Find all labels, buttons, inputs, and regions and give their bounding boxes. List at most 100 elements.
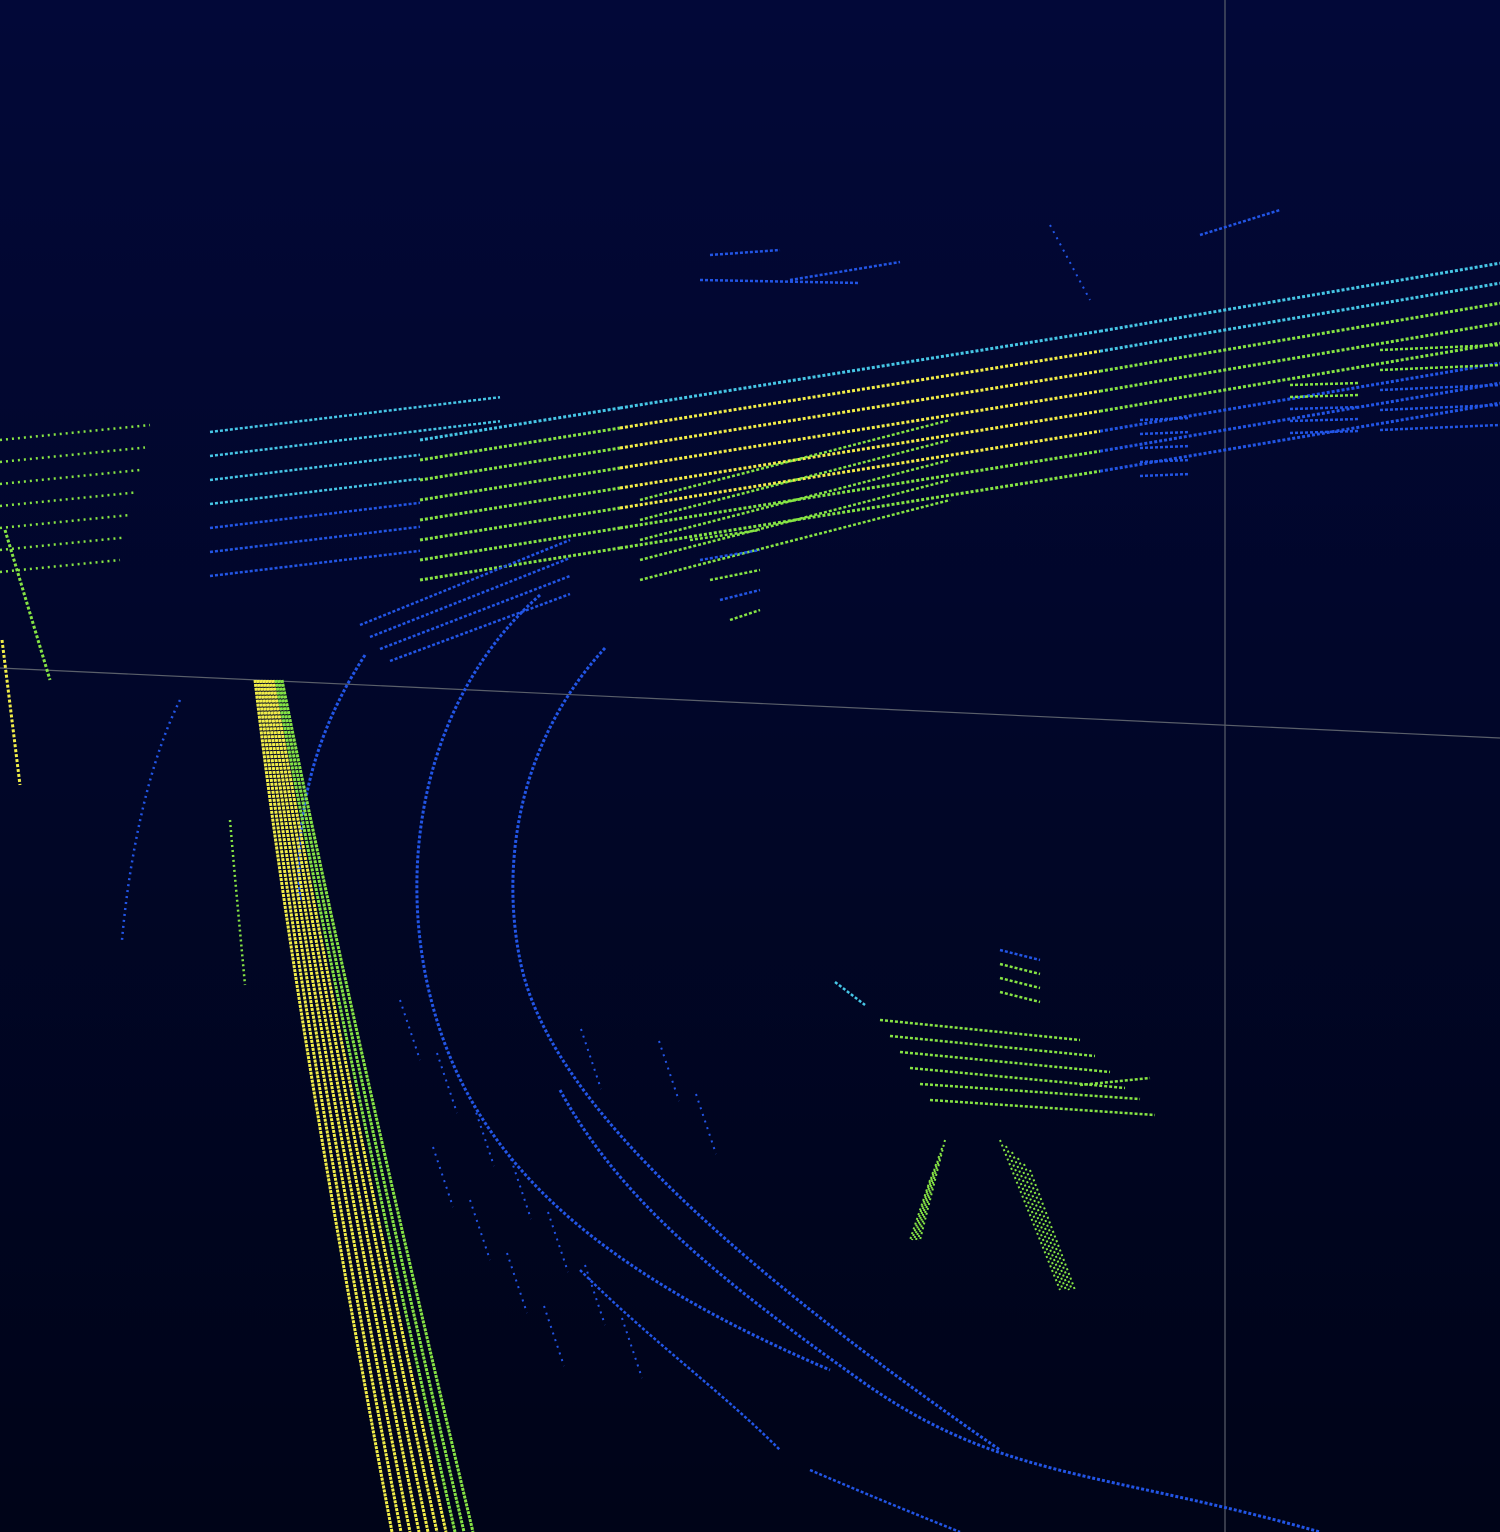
scan-line: [369, 556, 571, 639]
scan-line: [1139, 458, 1191, 464]
scan-line: [274, 679, 457, 1532]
scan-line: [699, 278, 861, 285]
scan-line: [419, 526, 621, 562]
scan-line: [639, 498, 951, 582]
scan-line: [1139, 444, 1191, 450]
scan-line: [699, 548, 761, 562]
scan-line: [419, 406, 621, 442]
scan-line: [0, 513, 131, 530]
scan-line: [209, 453, 421, 482]
scan-line: [253, 679, 394, 1532]
scan-line: [719, 588, 761, 602]
scan-line: [209, 525, 421, 554]
scan-line: [879, 1018, 1081, 1042]
scan-line: [415, 593, 831, 1372]
scan-line: [899, 1050, 1111, 1074]
scan-line: [729, 608, 761, 622]
scan-line: [1017, 1157, 1070, 1291]
scan-line: [209, 477, 421, 506]
scan-line: [277, 679, 466, 1532]
scan-line: [419, 486, 621, 522]
scan-line: [1005, 1145, 1064, 1291]
scan-line: [619, 369, 1101, 450]
scan-line: [1049, 224, 1091, 301]
scan-line: [259, 679, 412, 1532]
scan-line: [1379, 423, 1500, 432]
scan-line: [999, 1139, 1061, 1291]
scan-line: [389, 592, 571, 663]
scan-line: [999, 976, 1041, 990]
scan-line: [619, 449, 1101, 530]
scan-line: [209, 395, 501, 434]
scan-line: [911, 1171, 934, 1241]
scan-line: [209, 419, 501, 458]
scan-line: [1379, 363, 1500, 372]
scan-line: [619, 409, 1101, 490]
scan-line: [619, 349, 1101, 430]
scan-line: [1099, 261, 1500, 333]
scan-line: [999, 990, 1041, 1004]
scan-line: [639, 478, 951, 562]
scan-line: [1079, 1076, 1151, 1087]
scan-line: [209, 501, 421, 530]
scan-line: [639, 418, 951, 502]
scan-line: [999, 948, 1041, 962]
scan-line: [909, 1066, 1126, 1090]
scan-line: [265, 679, 430, 1532]
scan-line: [0, 491, 136, 508]
scan-line: [268, 679, 439, 1532]
scan-line: [913, 1163, 937, 1241]
scan-line: [919, 1082, 1141, 1101]
scan-line: [619, 429, 1101, 510]
scan-line: [639, 438, 951, 522]
scan-line: [1289, 429, 1361, 435]
scan-line: [359, 538, 571, 627]
scan-line: [1139, 416, 1191, 422]
scan-line: [929, 1098, 1156, 1117]
scan-line: [1099, 281, 1500, 353]
scan-line: [619, 469, 1101, 550]
scan-line: [1379, 383, 1500, 392]
scan-line: [511, 646, 1001, 1452]
scan-line: [120, 699, 182, 941]
scan-line: [619, 389, 1101, 470]
scan-line: [419, 466, 621, 502]
scan-line: [1289, 417, 1361, 423]
scan-line: [889, 1034, 1096, 1058]
axis-line: [0, 667, 1500, 739]
scan-line: [809, 1468, 961, 1532]
scan-line: [789, 260, 901, 282]
scan-line: [919, 1139, 946, 1241]
scan-line: [419, 546, 621, 582]
scan-line: [419, 426, 621, 462]
scan-line: [1139, 430, 1191, 436]
scan-line: [1099, 381, 1500, 453]
scan-line: [709, 568, 761, 582]
scan-line: [256, 679, 403, 1532]
scan-line: [3, 529, 52, 681]
scan-line: [1099, 321, 1500, 393]
scan-line: [0, 446, 146, 464]
scan-line: [1099, 301, 1500, 373]
points: [0, 208, 1500, 1532]
scan-line: [999, 962, 1041, 976]
scan-line: [1029, 1169, 1076, 1291]
scan-line: [419, 446, 621, 482]
scan-line: [558, 1089, 1321, 1532]
scan-line: [1379, 403, 1500, 412]
scan-line: [619, 329, 1101, 410]
scan-line: [419, 506, 621, 542]
scan-line: [1379, 343, 1500, 352]
scan-line: [709, 248, 781, 257]
scan-line: [271, 679, 448, 1532]
scan-line: [1289, 405, 1361, 411]
scan-line: [1289, 393, 1361, 399]
scan-line: [0, 639, 22, 786]
scan-line: [262, 679, 421, 1532]
scan-line: [909, 1179, 931, 1241]
scan-line: [1139, 472, 1191, 478]
scan-line: [280, 679, 475, 1532]
